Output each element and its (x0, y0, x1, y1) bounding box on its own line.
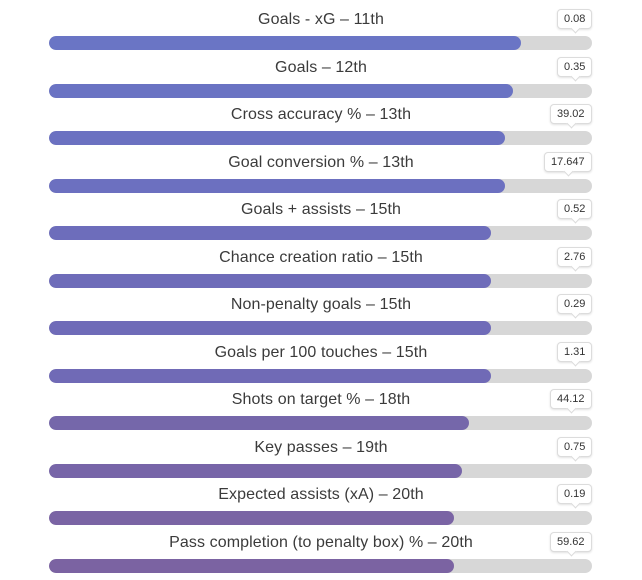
stat-track (49, 558, 592, 573)
stat-row: Goals + assists – 15th 0.52 (0, 199, 642, 247)
stat-label: Goals + assists – 15th (240, 201, 402, 218)
stat-value-badge: 0.08 (557, 9, 593, 29)
stat-fill (49, 178, 505, 193)
stat-row: Key passes – 19th 0.75 (0, 436, 642, 485)
stat-fill (49, 83, 513, 98)
stat-fill (49, 463, 462, 478)
stat-value-badge: 59.62 (550, 531, 592, 552)
stat-row: Expected assists (xA) – 20th 0.19 (0, 484, 642, 532)
stat-value-badge: 2.76 (557, 246, 593, 267)
stat-track (49, 368, 592, 383)
stat-value-badge: 44.12 (550, 389, 592, 409)
stat-fill (49, 368, 491, 383)
stat-fill (49, 226, 491, 240)
stat-track (49, 131, 592, 145)
stat-label: Expected assists (xA) – 20th (218, 486, 424, 503)
stat-row: Shots on target % – 18th 44.12 (0, 389, 642, 437)
stat-row: Goals - xG – 11th 0.08 (0, 9, 642, 57)
stat-track (49, 178, 592, 193)
stat-value-badge: 0.29 (557, 294, 593, 314)
stat-label: Goal conversion % – 13th (228, 153, 414, 171)
stat-fill (49, 131, 505, 145)
stat-fill (49, 321, 491, 335)
stat-track (49, 463, 592, 478)
stat-label: Pass completion (to penalty box) % – 20t… (169, 533, 473, 551)
stat-row: Goal conversion % – 13th 17.647 (0, 151, 642, 200)
stat-row: Non-penalty goals – 15th 0.29 (0, 294, 642, 342)
stat-label: Goals per 100 touches – 15th (214, 343, 428, 361)
stat-track (49, 511, 592, 525)
stat-row: Cross accuracy % – 13th 39.02 (0, 104, 642, 152)
stat-fill (49, 273, 491, 288)
stat-track (49, 226, 592, 240)
stat-fill (49, 416, 469, 430)
stat-label: Chance creation ratio – 15th (219, 248, 423, 266)
stat-label: Key passes – 19th (254, 438, 388, 456)
stat-value-badge: 1.31 (557, 341, 593, 362)
stat-value-badge: 0.75 (557, 436, 593, 457)
stat-label: Cross accuracy % – 13th (230, 106, 412, 123)
stat-value-badge: 0.35 (557, 56, 593, 77)
stat-label: Non-penalty goals – 15th (230, 296, 412, 313)
stat-track (49, 83, 592, 98)
stat-label: Goals – 12th (275, 58, 367, 76)
stat-label: Shots on target % – 18th (231, 391, 411, 408)
stat-row: Pass completion (to penalty box) % – 20t… (0, 531, 642, 580)
stat-row: Goals – 12th 0.35 (0, 56, 642, 105)
stat-label: Goals - xG – 11th (258, 11, 384, 28)
stat-value-badge: 39.02 (550, 104, 592, 124)
stat-row: Goals per 100 touches – 15th 1.31 (0, 341, 642, 390)
stat-fill (49, 36, 521, 50)
stat-track (49, 36, 592, 50)
stat-row: Chance creation ratio – 15th 2.76 (0, 246, 642, 295)
stat-track (49, 321, 592, 335)
stat-fill (49, 558, 454, 573)
stat-track (49, 416, 592, 430)
stat-value-badge: 17.647 (544, 151, 592, 172)
stat-fill (49, 511, 454, 525)
stat-track (49, 273, 592, 288)
stat-value-badge: 0.52 (557, 199, 593, 219)
stat-value-badge: 0.19 (557, 484, 593, 504)
